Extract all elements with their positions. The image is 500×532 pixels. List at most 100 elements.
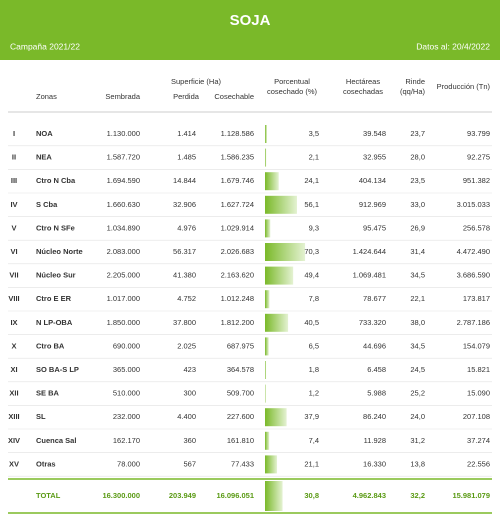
row-number: I — [13, 129, 15, 138]
cell-perdida: 37.800 — [173, 318, 196, 327]
cell-produccion: 22.556 — [467, 459, 490, 468]
cell-cosechable: 364.578 — [227, 365, 254, 374]
row-number: XI — [10, 365, 17, 374]
cell-pct: 37,9 — [304, 412, 319, 421]
cell-rinde: 34,5 — [410, 271, 425, 280]
cell-perdida: 4.976 — [177, 223, 196, 232]
zone: NEA — [36, 153, 52, 162]
cell-cosechable: 2.026.683 — [221, 247, 254, 256]
pct-bar — [265, 172, 279, 191]
cell-hectareas: 733.320 — [359, 318, 386, 327]
cell-hectareas: 6.458 — [367, 365, 386, 374]
cell-pct: 21,1 — [304, 459, 319, 468]
pct-bar — [265, 313, 289, 332]
row-number: X — [11, 341, 16, 350]
column-header: Zonas — [36, 92, 57, 101]
cell-produccion: 15.821 — [467, 365, 490, 374]
cell-hectareas: 1.069.481 — [353, 271, 386, 280]
cell-cosechable: 2.163.620 — [221, 271, 254, 280]
cell-perdida: 32.906 — [173, 200, 196, 209]
cell-sembrada: 2.205.000 — [107, 271, 140, 280]
cell-cosechable: 687.975 — [227, 341, 254, 350]
cell-produccion: 15.981.079 — [452, 491, 490, 500]
row-number: IX — [10, 318, 17, 327]
cell-produccion: 37.274 — [467, 436, 490, 445]
cell-pct: 1,2 — [309, 389, 319, 398]
cell-pct: 2,1 — [309, 153, 319, 162]
cell-sembrada: 1.660.630 — [107, 200, 140, 209]
pct-bar — [265, 431, 270, 450]
cell-perdida: 14.844 — [173, 176, 196, 185]
date: Datos al: 20/4/2022 — [416, 41, 490, 51]
cell-produccion: 92.275 — [467, 153, 490, 162]
column-header: Superficie (Ha) — [171, 77, 222, 86]
cell-cosechable: 1.627.724 — [221, 200, 254, 209]
row-number: VI — [10, 247, 17, 256]
row-number: VIII — [8, 294, 19, 303]
cell-perdida: 56.317 — [173, 247, 196, 256]
cell-hectareas: 39.548 — [363, 129, 386, 138]
cell-cosechable: 509.700 — [227, 389, 254, 398]
pct-bar — [265, 384, 266, 403]
zone: SO BA-S LP — [36, 365, 79, 374]
header-band — [0, 0, 500, 60]
cell-hectareas: 32.955 — [363, 153, 386, 162]
cell-produccion: 2.787.186 — [457, 318, 490, 327]
column-header: cosechadas — [343, 87, 383, 96]
column-header: Rinde — [405, 77, 425, 86]
cell-rinde: 32,2 — [410, 491, 425, 500]
column-header: Porcentual — [274, 77, 310, 86]
pct-bar — [265, 148, 267, 167]
cell-rinde: 24,5 — [410, 365, 425, 374]
pct-bar — [265, 195, 297, 214]
column-header: cosechado (%) — [267, 87, 318, 96]
cell-rinde: 22,1 — [410, 294, 425, 303]
row-number: VII — [9, 271, 18, 280]
row-number: XII — [9, 389, 18, 398]
column-header: Hectáreas — [346, 77, 380, 86]
cell-sembrada: 1.587.720 — [107, 153, 140, 162]
pct-bar — [265, 266, 294, 285]
cell-sembrada: 2.083.000 — [107, 247, 140, 256]
row-number: IV — [10, 200, 17, 209]
cell-sembrada: 232.000 — [113, 412, 140, 421]
cell-hectareas: 4.962.843 — [353, 491, 386, 500]
cell-hectareas: 1.424.644 — [353, 247, 386, 256]
zone: SL — [36, 412, 46, 421]
cell-rinde: 23,7 — [410, 129, 425, 138]
cell-produccion: 256.578 — [463, 223, 490, 232]
cell-pct: 70,3 — [304, 247, 319, 256]
cell-pct: 24,1 — [304, 176, 319, 185]
cell-perdida: 1.485 — [177, 153, 196, 162]
row-number: XV — [9, 459, 19, 468]
pct-bar — [265, 125, 267, 143]
pct-bar — [265, 481, 283, 511]
campaign: Campaña 2021/22 — [10, 41, 80, 51]
cell-sembrada: 1.694.590 — [107, 176, 140, 185]
cell-sembrada: 78.000 — [117, 459, 140, 468]
cell-cosechable: 16.096.051 — [216, 491, 254, 500]
cell-pct: 49,4 — [304, 271, 319, 280]
cell-produccion: 4.472.490 — [457, 247, 490, 256]
cell-hectareas: 404.134 — [359, 176, 386, 185]
cell-pct: 7,8 — [309, 294, 319, 303]
pct-bar — [265, 219, 271, 238]
cell-perdida: 300 — [183, 389, 196, 398]
cell-rinde: 28,0 — [410, 153, 425, 162]
pct-bar — [265, 455, 278, 474]
pct-bar — [265, 290, 270, 309]
zone: N LP-OBA — [36, 318, 73, 327]
zone: Ctro BA — [36, 341, 65, 350]
cell-rinde: 31,4 — [410, 247, 425, 256]
cell-perdida: 4.752 — [177, 294, 196, 303]
cell-sembrada: 365.000 — [113, 365, 140, 374]
cell-cosechable: 1.012.248 — [221, 294, 254, 303]
cell-rinde: 23,5 — [410, 176, 425, 185]
zone: Núcleo Norte — [36, 247, 83, 256]
cell-sembrada: 1.850.000 — [107, 318, 140, 327]
row-number: V — [11, 223, 16, 232]
pct-bar — [265, 337, 269, 356]
pct-bar — [265, 408, 287, 427]
cell-hectareas: 95.475 — [363, 223, 386, 232]
